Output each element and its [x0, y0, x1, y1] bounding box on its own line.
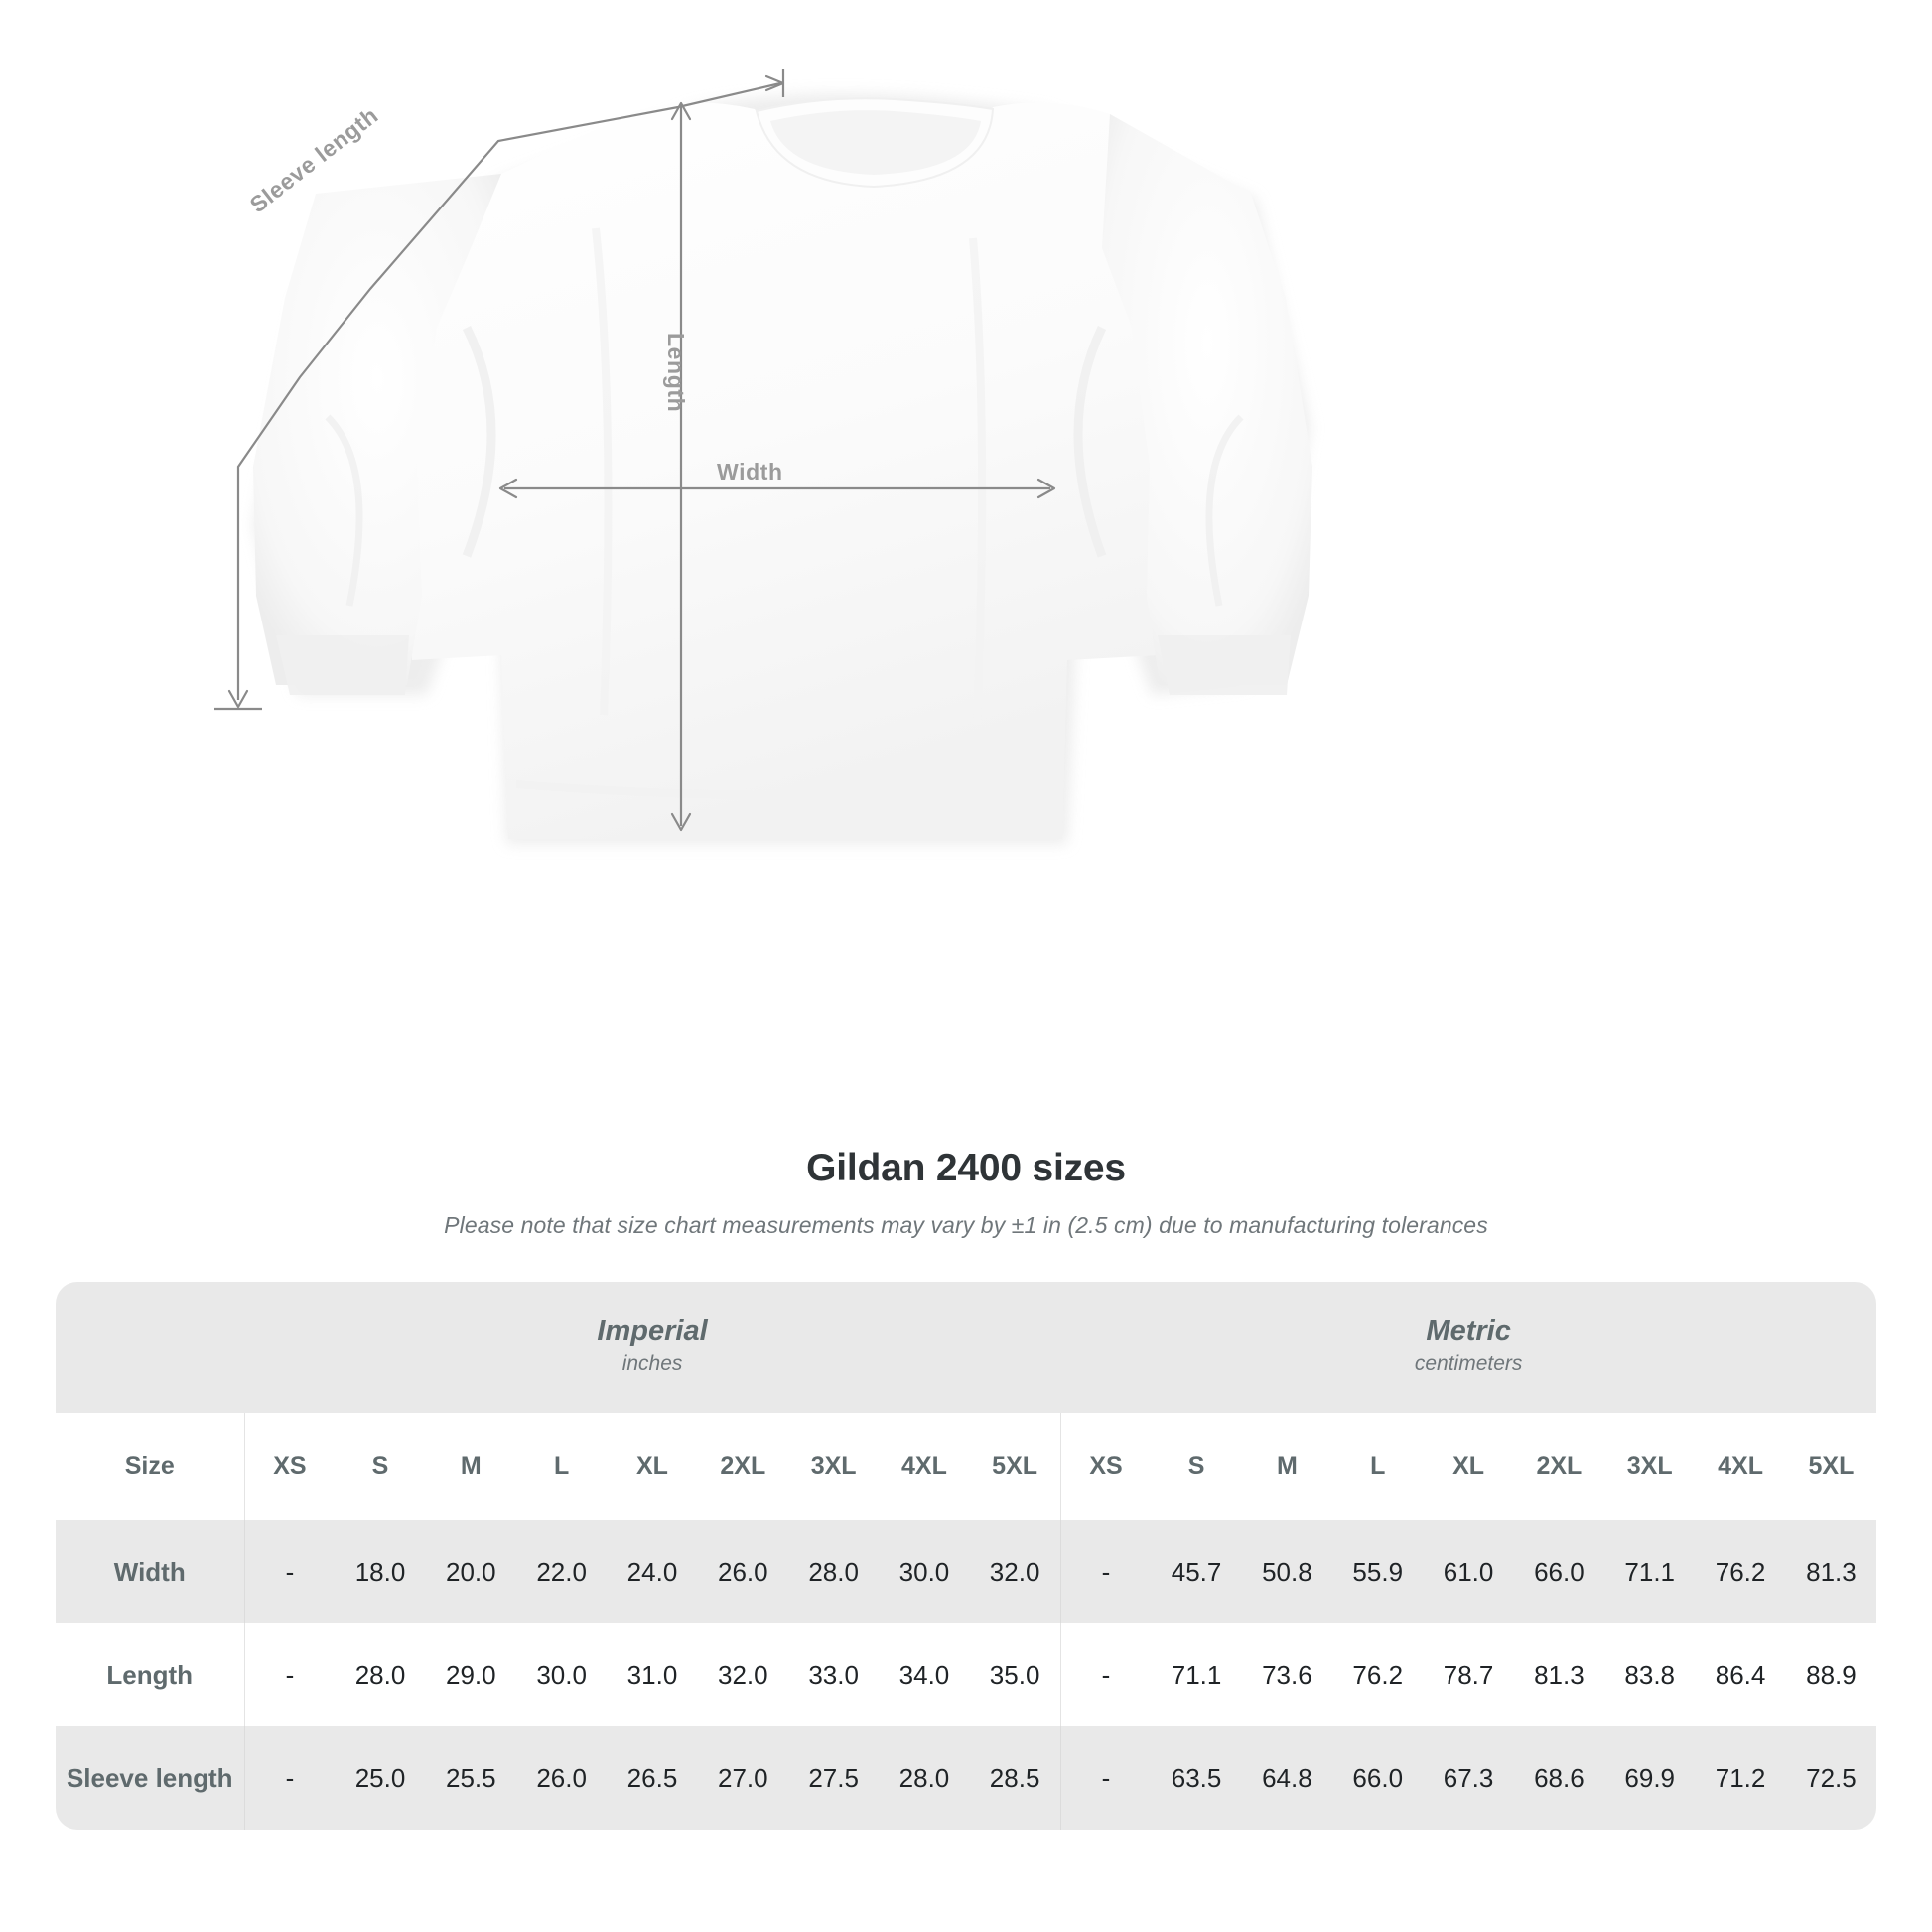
- cell-width-metric-xs: -: [1059, 1520, 1152, 1623]
- cell-sleeve-length-imperial-5xl: 28.5: [969, 1726, 1061, 1830]
- unit-header-spacer: [56, 1282, 244, 1413]
- garment-diagram: Sleeve length Length Width: [0, 0, 1932, 894]
- cell-width-metric-xl: 61.0: [1423, 1520, 1514, 1623]
- cell-length-imperial-2xl: 32.0: [697, 1623, 788, 1726]
- size-column-header-s-imperial: S: [335, 1413, 426, 1520]
- unit-name: Imperial: [597, 1315, 708, 1348]
- table-row: Length -28.0 29.0 30.0 31.0 32.0 33.0 34.0 35.0-…: [56, 1623, 1876, 1726]
- cell-length-imperial-3xl: 33.0: [787, 1623, 880, 1726]
- size-column-header-3xl-imperial: 3XL: [787, 1413, 880, 1520]
- size-column-header-5xl-metric: 5XL: [1785, 1413, 1876, 1520]
- unit-header-imperial: Imperial inches: [244, 1282, 1061, 1413]
- cell-width-imperial-2xl: 26.0: [697, 1520, 788, 1623]
- cell-sleeve-length-imperial-4xl: 28.0: [879, 1726, 970, 1830]
- cell-sleeve-length-imperial-s: 25.0: [335, 1726, 426, 1830]
- length-dimension-label: Length: [663, 333, 689, 413]
- cell-sleeve-length-imperial-xl: 26.5: [607, 1726, 698, 1830]
- row-header-length: Length: [56, 1623, 244, 1726]
- measurement-lines: [214, 69, 1056, 832]
- cell-length-metric-2xl: 81.3: [1513, 1623, 1605, 1726]
- tolerance-note: Please note that size chart measurements…: [444, 1212, 1488, 1238]
- size-header-row: Size XS S M L XL 2XL 3XL 4XL 5XL XS S M L XL 2XL 3XL 4XL 5…: [56, 1413, 1876, 1520]
- cell-width-metric-3xl: 71.1: [1604, 1520, 1696, 1623]
- cell-width-imperial-l: 22.0: [515, 1520, 608, 1623]
- cell-sleeve-length-imperial-xs: -: [243, 1726, 336, 1830]
- garment-illustration: [214, 69, 1312, 844]
- cell-width-metric-l: 55.9: [1332, 1520, 1424, 1623]
- cell-width-imperial-4xl: 30.0: [879, 1520, 970, 1623]
- size-column-header-xs-imperial: XS: [243, 1413, 336, 1520]
- unit-name: Metric: [1426, 1315, 1511, 1348]
- cell-length-imperial-m: 29.0: [425, 1623, 516, 1726]
- cell-length-imperial-4xl: 34.0: [879, 1623, 970, 1726]
- row-header-width: Width: [56, 1520, 244, 1623]
- cell-sleeve-length-metric-2xl: 68.6: [1513, 1726, 1605, 1830]
- size-column-header-xs-metric: XS: [1059, 1413, 1152, 1520]
- unit-subtitle: inches: [621, 1352, 683, 1376]
- size-column-header-s-metric: S: [1151, 1413, 1242, 1520]
- size-column-header-4xl-imperial: 4XL: [879, 1413, 970, 1520]
- cell-length-metric-xl: 78.7: [1423, 1623, 1514, 1726]
- cell-sleeve-length-metric-xs: -: [1059, 1726, 1152, 1830]
- cell-sleeve-length-metric-l: 66.0: [1332, 1726, 1424, 1830]
- cell-width-imperial-xl: 24.0: [607, 1520, 698, 1623]
- cell-width-imperial-s: 18.0: [335, 1520, 426, 1623]
- size-column-header-xl-metric: XL: [1423, 1413, 1514, 1520]
- unit-subtitle: centimeters: [1414, 1352, 1523, 1376]
- size-column-header-m-metric: M: [1241, 1413, 1333, 1520]
- table-row: Width -18.0 20.0 22.0 24.0 26.0 28.0 30.0 32.0-4…: [56, 1520, 1876, 1623]
- cell-sleeve-length-imperial-m: 25.5: [425, 1726, 516, 1830]
- cell-width-metric-m: 50.8: [1241, 1520, 1333, 1623]
- cell-length-metric-m: 73.6: [1241, 1623, 1333, 1726]
- table-row: Sleeve length -25.0 25.5 26.0 26.5 27.0 27.5 28…: [56, 1726, 1876, 1830]
- cell-sleeve-length-metric-xl: 67.3: [1423, 1726, 1514, 1830]
- size-column-header-l-metric: L: [1332, 1413, 1424, 1520]
- cell-sleeve-length-imperial-l: 26.0: [515, 1726, 608, 1830]
- row-header-sleeve-length: Sleeve length: [56, 1726, 244, 1830]
- cell-width-metric-2xl: 66.0: [1513, 1520, 1605, 1623]
- page-title: Gildan 2400 sizes: [806, 1147, 1126, 1189]
- cell-sleeve-length-metric-5xl: 72.5: [1785, 1726, 1876, 1830]
- size-column-header-m-imperial: M: [425, 1413, 516, 1520]
- cell-width-imperial-m: 20.0: [425, 1520, 516, 1623]
- size-column-header-5xl-imperial: 5XL: [969, 1413, 1061, 1520]
- cell-length-imperial-xs: -: [243, 1623, 336, 1726]
- cell-length-metric-xs: -: [1059, 1623, 1152, 1726]
- size-column-header-4xl-metric: 4XL: [1695, 1413, 1786, 1520]
- cell-sleeve-length-metric-4xl: 71.2: [1695, 1726, 1786, 1830]
- cell-width-imperial-5xl: 32.0: [969, 1520, 1061, 1623]
- cell-length-metric-5xl: 88.9: [1785, 1623, 1876, 1726]
- size-column-header-3xl-metric: 3XL: [1604, 1413, 1696, 1520]
- shirt-shape: [253, 93, 1312, 844]
- cell-sleeve-length-metric-3xl: 69.9: [1604, 1726, 1696, 1830]
- cell-length-imperial-s: 28.0: [335, 1623, 426, 1726]
- cell-sleeve-length-metric-m: 64.8: [1241, 1726, 1333, 1830]
- unit-header-metric: Metric centimeters: [1060, 1282, 1876, 1413]
- cell-length-imperial-5xl: 35.0: [969, 1623, 1061, 1726]
- size-column-header-l-imperial: L: [515, 1413, 608, 1520]
- cell-width-imperial-3xl: 28.0: [787, 1520, 880, 1623]
- size-chart-table: Imperial inches Metric centimeters Size XS S M L…: [56, 1282, 1876, 1830]
- size-column-header-2xl-imperial: 2XL: [697, 1413, 788, 1520]
- size-chart-table-container: Imperial inches Metric centimeters Size XS S M L…: [56, 1282, 1876, 1830]
- title-block: Gildan 2400 sizes Please note that size …: [0, 1147, 1932, 1239]
- cell-width-metric-4xl: 76.2: [1695, 1520, 1786, 1623]
- cell-sleeve-length-metric-s: 63.5: [1151, 1726, 1242, 1830]
- cell-length-metric-s: 71.1: [1151, 1623, 1242, 1726]
- cell-length-imperial-l: 30.0: [515, 1623, 608, 1726]
- cell-width-imperial-xs: -: [243, 1520, 336, 1623]
- unit-header-row: Imperial inches Metric centimeters: [56, 1282, 1876, 1413]
- cell-length-imperial-xl: 31.0: [607, 1623, 698, 1726]
- cell-width-metric-s: 45.7: [1151, 1520, 1242, 1623]
- size-column-header-xl-imperial: XL: [607, 1413, 698, 1520]
- cell-length-metric-4xl: 86.4: [1695, 1623, 1786, 1726]
- cell-length-metric-l: 76.2: [1332, 1623, 1424, 1726]
- size-header-label: Size: [56, 1413, 244, 1520]
- size-column-header-2xl-metric: 2XL: [1513, 1413, 1605, 1520]
- cell-sleeve-length-imperial-3xl: 27.5: [787, 1726, 880, 1830]
- cell-length-metric-3xl: 83.8: [1604, 1623, 1696, 1726]
- cell-sleeve-length-imperial-2xl: 27.0: [697, 1726, 788, 1830]
- width-dimension-label: Width: [717, 459, 783, 484]
- cell-width-metric-5xl: 81.3: [1785, 1520, 1876, 1623]
